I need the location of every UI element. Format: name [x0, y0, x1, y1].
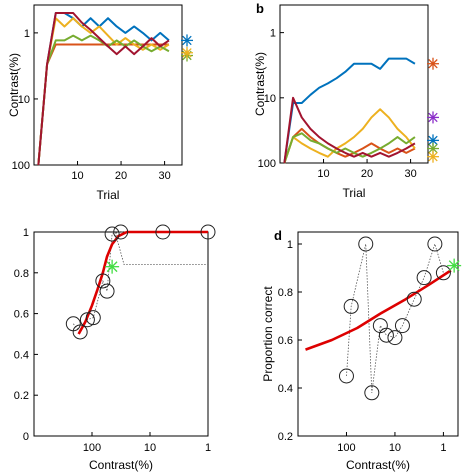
end-marker-3	[182, 48, 192, 58]
y-tick-label: 0.8	[278, 287, 293, 299]
x-tick-label: 10	[144, 442, 156, 454]
y-tick-label: 1	[270, 28, 276, 40]
series-line-2	[37, 43, 169, 166]
series-line-5	[37, 12, 170, 166]
y-tick-label: 1	[23, 227, 29, 239]
fit-curve	[77, 230, 208, 335]
data-point-12	[435, 265, 451, 281]
axes-box	[33, 4, 183, 166]
panel-4: 100 10 1 0.2 0.4 0.6 0.8 1 Contrast(%) Proportion…	[261, 228, 462, 472]
threshold-marker	[448, 260, 460, 272]
y-tick-label: 0.6	[278, 335, 293, 347]
panel-1: 10 20 30 1 10 100 Trial Contrast(%)	[7, 4, 193, 202]
y-tick-label: 100	[258, 158, 276, 170]
x-tick-label: 30	[158, 170, 170, 182]
data-point-6	[378, 327, 394, 343]
x-tick-label: 100	[83, 442, 101, 454]
y-tick-label: 0.8	[14, 268, 29, 280]
x-axis-label: Trial	[343, 186, 366, 200]
data-point-2	[72, 324, 88, 340]
axes-box	[297, 231, 459, 437]
x-tick-label: 1	[205, 442, 211, 454]
axes-box	[33, 231, 209, 437]
y-tick-label: 0.6	[14, 309, 29, 321]
y-tick-label: 0.2	[14, 390, 29, 402]
y-tick-label: 0.4	[14, 349, 29, 361]
data-point-10	[200, 224, 216, 240]
x-tick-label: 20	[361, 168, 373, 180]
end-marker-3	[428, 135, 438, 146]
data-point-11	[427, 236, 443, 252]
data-trace	[346, 242, 444, 393]
series-line-4	[283, 132, 416, 164]
data-point-5	[95, 273, 111, 289]
data-point-6	[99, 283, 115, 299]
panel-letter: b	[256, 1, 264, 16]
x-tick-label: 10	[317, 168, 329, 180]
data-point-9	[155, 224, 171, 240]
series-line-1	[37, 12, 170, 166]
y-tick-label: 0.4	[278, 383, 293, 395]
y-axis-label: Proportion correct	[261, 286, 275, 382]
data-point-4	[85, 310, 101, 326]
series-line-3	[283, 108, 416, 164]
series-line-4	[37, 34, 170, 166]
y-axis-label: Contrast(%)	[7, 53, 21, 117]
data-point-7	[104, 226, 120, 242]
x-tick-label: 30	[404, 168, 416, 180]
fit-curve	[305, 269, 452, 351]
end-marker-1	[428, 59, 438, 69]
y-axis-label: Contrast(%)	[253, 52, 267, 116]
panel-2: 10 20 30 1 10 100 Trial Contrast(%) b	[253, 1, 439, 200]
end-marker-2	[428, 112, 438, 123]
data-point-2	[343, 298, 359, 314]
data-point-3	[358, 236, 374, 252]
threshold-marker	[106, 261, 118, 273]
threshold-guide	[114, 231, 208, 266]
x-tick-label: 10	[71, 170, 83, 182]
data-point-5	[372, 318, 388, 334]
end-marker-4	[428, 143, 438, 154]
data-point-9	[406, 291, 422, 307]
y-tick-label: 0	[23, 431, 29, 443]
x-tick-label: 1	[440, 442, 446, 454]
y-tick-label: 0.2	[278, 431, 293, 443]
x-tick-label: 100	[337, 442, 355, 454]
data-point-10	[416, 270, 432, 286]
x-axis-label: Trial	[97, 188, 120, 202]
series-line-5	[283, 96, 416, 164]
series-line-1	[283, 57, 416, 164]
series-line-3	[37, 17, 170, 166]
data-point-7	[387, 330, 403, 346]
data-point-8	[394, 318, 410, 334]
x-axis-label: Contrast(%)	[346, 458, 410, 472]
data-point-8	[113, 224, 129, 240]
data-point-1	[338, 368, 354, 384]
data-point-4	[364, 385, 380, 401]
y-tick-label: 10	[264, 93, 276, 105]
axes-box	[279, 4, 429, 164]
x-tick-label: 20	[115, 170, 127, 182]
y-tick-label: 1	[287, 239, 293, 251]
x-tick-label: 10	[389, 442, 401, 454]
end-marker-5	[428, 151, 438, 162]
x-axis-label: Contrast(%)	[89, 458, 153, 472]
y-tick-label: 10	[18, 94, 30, 106]
y-tick-label: 1	[24, 28, 30, 40]
end-marker-1	[182, 35, 192, 46]
data-point-3	[79, 312, 95, 328]
y-tick-label: 100	[12, 160, 30, 172]
panel-letter: d	[274, 228, 282, 243]
